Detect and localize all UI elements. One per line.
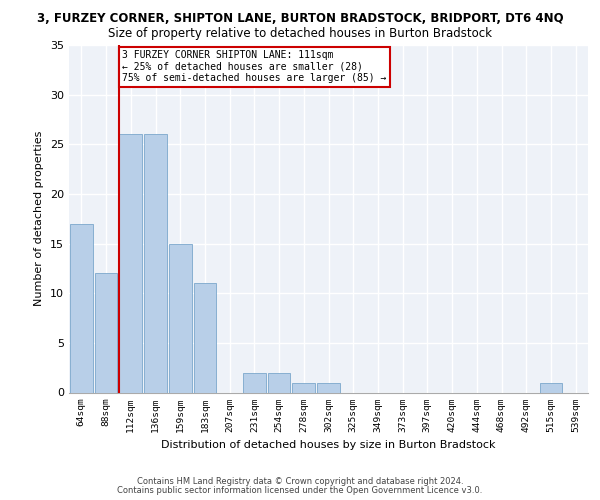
Bar [95,274,118,392]
Bar [194,284,216,393]
X-axis label: Distribution of detached houses by size in Burton Bradstock: Distribution of detached houses by size … [161,440,496,450]
Text: Size of property relative to detached houses in Burton Bradstock: Size of property relative to detached ho… [108,28,492,40]
Bar [317,382,340,392]
Bar [119,134,142,392]
Bar [268,372,290,392]
Bar [144,134,167,392]
Bar [169,244,191,392]
Y-axis label: Number of detached properties: Number of detached properties [34,131,44,306]
Bar [539,382,562,392]
Bar [243,372,266,392]
Text: 3 FURZEY CORNER SHIPTON LANE: 111sqm
← 25% of detached houses are smaller (28)
7: 3 FURZEY CORNER SHIPTON LANE: 111sqm ← 2… [122,50,387,83]
Bar [70,224,93,392]
Bar [292,382,315,392]
Text: Contains public sector information licensed under the Open Government Licence v3: Contains public sector information licen… [118,486,482,495]
Text: 3, FURZEY CORNER, SHIPTON LANE, BURTON BRADSTOCK, BRIDPORT, DT6 4NQ: 3, FURZEY CORNER, SHIPTON LANE, BURTON B… [37,12,563,26]
Text: Contains HM Land Registry data © Crown copyright and database right 2024.: Contains HM Land Registry data © Crown c… [137,478,463,486]
